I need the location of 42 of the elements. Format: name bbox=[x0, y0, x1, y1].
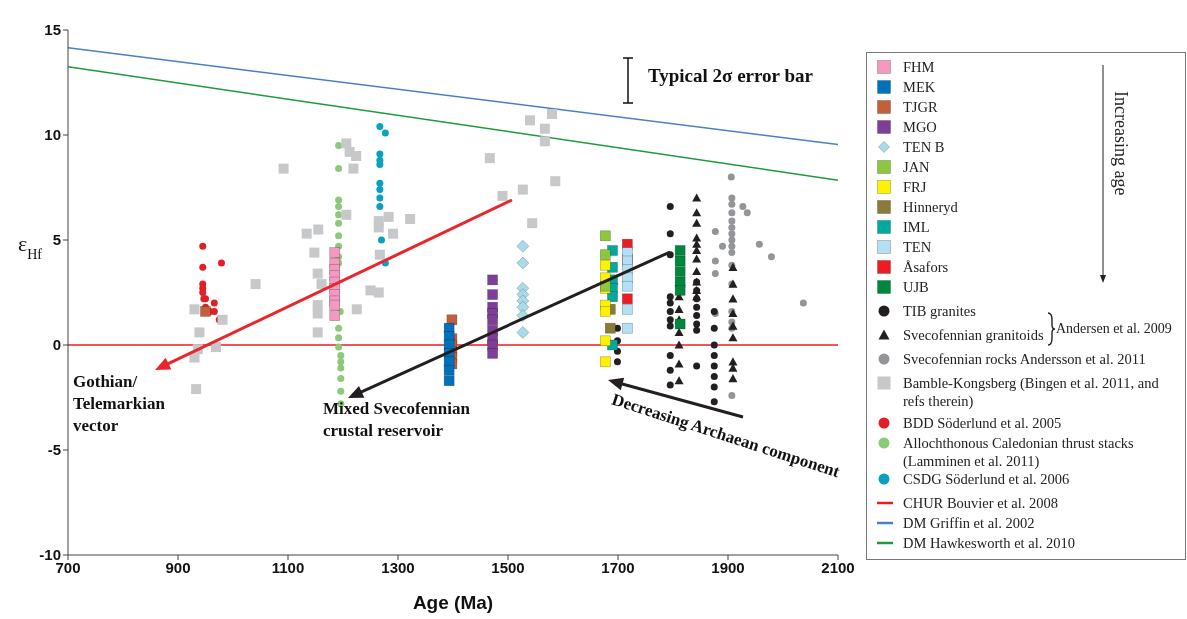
x-tick-label: 1900 bbox=[711, 558, 745, 576]
y-tick-label: 0 bbox=[52, 336, 61, 354]
legend-label: Hinneryd bbox=[903, 198, 958, 216]
legend-label: Svecofennian rocks Andersson et al. 2011 bbox=[903, 350, 1146, 368]
y-tick-label: 5 bbox=[52, 231, 61, 249]
x-tick-label: 1700 bbox=[601, 558, 635, 576]
legend-label: Åsafors bbox=[903, 258, 949, 276]
legend-label: Allochthonous Caledonian thrust stacks (Lamminen et al. 2011) bbox=[903, 434, 1135, 470]
text: Increasing age bbox=[1111, 91, 1131, 196]
legend-label: JAN bbox=[903, 158, 930, 176]
legend-label: MEK bbox=[903, 78, 936, 96]
legend-label: BDD Söderlund et al. 2005 bbox=[903, 414, 1062, 432]
y-tick-label: 10 bbox=[44, 126, 61, 144]
annotation: Gothian/ Telemarkian vector bbox=[73, 371, 166, 435]
legend-label: TEN B bbox=[903, 138, 945, 156]
annotation: Mixed Svecofennian crustal reservoir bbox=[323, 398, 471, 440]
x-tick-label: 1500 bbox=[491, 558, 525, 576]
annotation: Typical 2σ error bar bbox=[648, 64, 814, 86]
legend-label: DM Hawkesworth et al. 2010 bbox=[903, 534, 1075, 552]
legend-label: Bamble-Kongsberg (Bingen et al. 2011, and refs therein) bbox=[903, 374, 1160, 410]
legend-label: Svecofennian granitoids bbox=[903, 326, 1044, 344]
x-axis-title: Age (Ma) bbox=[412, 592, 494, 613]
y-tick-label: 15 bbox=[44, 21, 61, 39]
legend-label: TEN bbox=[903, 238, 932, 256]
legend-label: TJGR bbox=[903, 98, 938, 116]
legend-label: IML bbox=[903, 218, 930, 236]
legend-label: FHM bbox=[903, 58, 935, 76]
legend-label: CHUR Bouvier et al. 2008 bbox=[903, 494, 1059, 512]
legend-label: TIB granites bbox=[903, 302, 976, 320]
x-tick-label: 1300 bbox=[381, 558, 415, 576]
y-tick-label: -5 bbox=[47, 441, 61, 459]
legend-label: UJB bbox=[903, 278, 929, 296]
x-tick-label: 2100 bbox=[821, 558, 855, 576]
legend-label: MGO bbox=[903, 118, 937, 136]
x-tick-label: 1100 bbox=[271, 558, 305, 576]
y-axis-title: ε$_{Hf}$ bbox=[18, 230, 43, 261]
text: Andersen et al. 2009 bbox=[1056, 320, 1172, 338]
x-tick-label: 900 bbox=[165, 558, 191, 576]
y-tick-label: -10 bbox=[39, 546, 61, 564]
legend-label: FRJ bbox=[903, 178, 927, 196]
legend-label: DM Griffin et al. 2002 bbox=[903, 514, 1035, 532]
legend-label: CSDG Söderlund et al. 2006 bbox=[903, 470, 1070, 488]
